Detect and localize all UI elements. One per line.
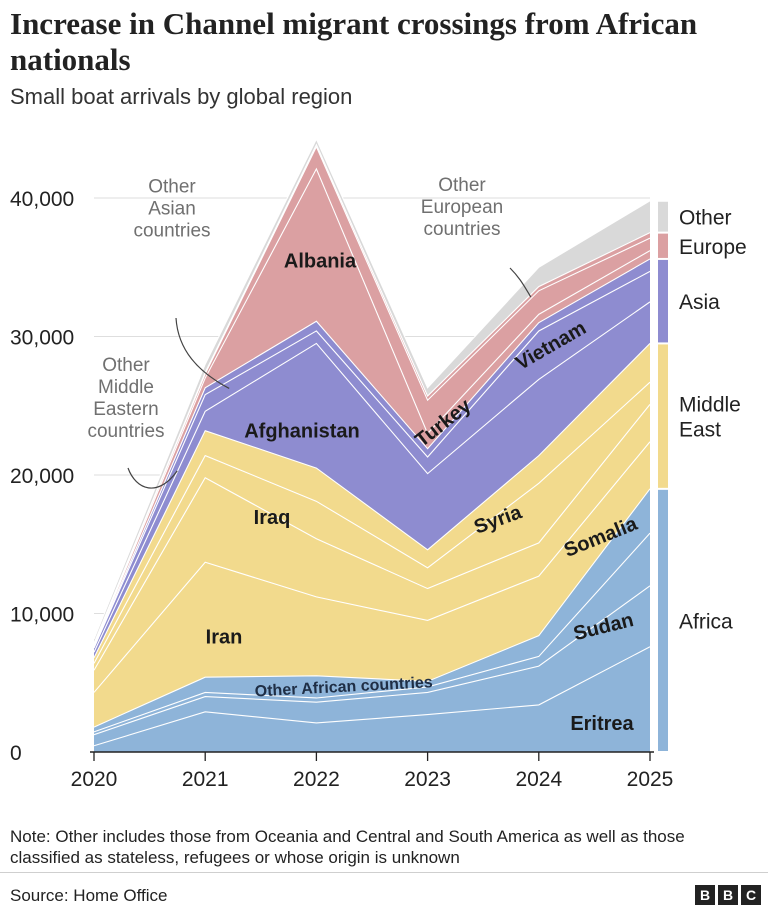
- y-tick-label: 20,000: [10, 465, 74, 488]
- series-top-line: [93, 258, 651, 647]
- area-sudan: [94, 585, 650, 746]
- annotation-text: Asian: [148, 198, 196, 219]
- legend-swatch-asia: [658, 259, 668, 343]
- series-label: Afghanistan: [244, 421, 360, 443]
- area-vietnam: [94, 271, 650, 653]
- x-tick-label: 2025: [627, 768, 674, 791]
- bbc-logo-letter: B: [718, 885, 738, 905]
- area-other-african-countries: [94, 533, 650, 735]
- y-tick-label: 30,000: [10, 327, 74, 350]
- legend-label: Other: [679, 207, 732, 230]
- legend-label: Asia: [679, 291, 720, 314]
- x-tick-label: 2022: [293, 768, 340, 791]
- chart-subtitle: Small boat arrivals by global region: [10, 84, 353, 109]
- annotation-leader: [127, 467, 178, 489]
- legend-swatch-africa: [658, 489, 668, 751]
- series-label: Eritrea: [570, 713, 634, 735]
- series-boundary-lines: [93, 137, 651, 747]
- series-top-line: [93, 343, 651, 659]
- series-label: Albania: [284, 250, 357, 272]
- chart-note: Note: Other includes those from Oceania …: [10, 827, 685, 867]
- series-top-line: [93, 532, 651, 733]
- series-top-line: [93, 143, 651, 644]
- chart-title: Increase in Channel migrant crossings fr…: [10, 6, 698, 77]
- series-top-line: [93, 270, 651, 649]
- legend-label: Europe: [679, 236, 747, 259]
- annotation-text: Other: [438, 175, 486, 196]
- footer-divider: [0, 872, 768, 873]
- annotation-leader: [175, 317, 230, 389]
- legend-label: Africa: [679, 610, 733, 633]
- bbc-logo: B B C: [695, 885, 761, 905]
- legend-label: Middle: [679, 394, 741, 417]
- legend-label: East: [679, 419, 721, 442]
- annotation-text: Other: [148, 176, 196, 197]
- x-tick-label: 2021: [182, 768, 229, 791]
- legend-swatch-other: [658, 201, 668, 232]
- annotation-text: Middle: [98, 377, 154, 398]
- annotation-text: Other: [102, 355, 150, 376]
- area-eritrea: [94, 646, 650, 752]
- source-credit: Source: Home Office: [10, 886, 168, 905]
- area-iraq: [94, 404, 650, 693]
- series-top-line: [93, 488, 651, 728]
- series-label: Iraq: [254, 507, 291, 529]
- series-label: Iran: [206, 626, 243, 648]
- annotation-text: European: [421, 197, 503, 218]
- series-top-line: [93, 441, 651, 693]
- area-syria: [94, 382, 650, 671]
- bbc-logo-letter: C: [741, 885, 761, 905]
- stacked-area-chart: 0 10,000 20,000 30,000 40,000 2020 2021 2022 202…: [10, 137, 747, 791]
- legend-swatch-europe: [658, 233, 668, 258]
- x-tick-label: 2023: [404, 768, 451, 791]
- x-tick-label: 2024: [515, 768, 562, 791]
- annotation-text: countries: [87, 421, 164, 442]
- series-top-line: [93, 646, 651, 747]
- y-tick-label: 40,000: [10, 188, 74, 211]
- annotation-text: countries: [423, 219, 500, 240]
- series-top-line: [93, 381, 651, 664]
- series-top-line: [93, 585, 651, 736]
- series-top-line: [93, 301, 651, 653]
- x-tick-label: 2020: [71, 768, 118, 791]
- annotation-text: countries: [133, 220, 210, 241]
- y-tick-label: 10,000: [10, 604, 74, 627]
- area-other-asian-countries: [94, 258, 650, 649]
- series-top-line: [93, 137, 651, 640]
- legend-swatch-middle-east: [658, 344, 668, 488]
- area-iran: [94, 441, 650, 728]
- area-afghanistan: [94, 301, 650, 658]
- series-top-line: [93, 404, 651, 671]
- annotation-leader: [509, 267, 532, 298]
- y-tick-label: 0: [10, 742, 22, 765]
- area-somalia: [94, 488, 650, 732]
- axes: 0 10,000 20,000 30,000 40,000 2020 2021 2022 202…: [10, 188, 673, 791]
- area-layer: [94, 139, 650, 752]
- annotation-text: Eastern: [93, 399, 158, 420]
- bbc-logo-letter: B: [695, 885, 715, 905]
- series-top-line: [93, 167, 651, 646]
